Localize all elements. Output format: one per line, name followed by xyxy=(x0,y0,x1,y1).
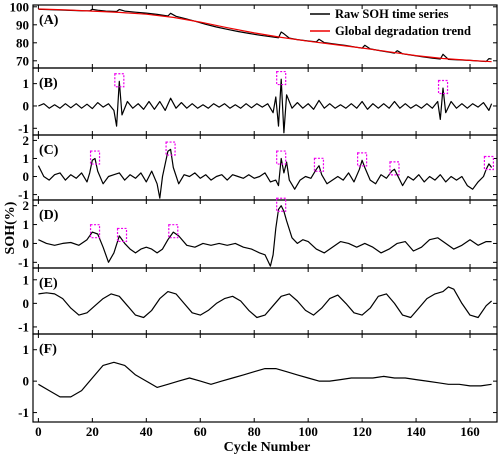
panel-e: -1 0 1 (E) xyxy=(18,267,498,335)
x-axis-label: Cycle Number xyxy=(224,440,311,455)
y-tick-label: 2 xyxy=(23,198,30,213)
panel-label: (A) xyxy=(39,13,59,28)
highlight-box xyxy=(165,141,176,156)
panel-frame xyxy=(32,67,498,136)
y-tick-label: -1 xyxy=(18,319,29,334)
panel-frame xyxy=(32,199,498,269)
y-tick-label: -1 xyxy=(18,405,29,420)
y-tick-label: 1 xyxy=(23,342,30,357)
series-global-degradation-trend xyxy=(38,8,492,63)
y-tick-label: -1 xyxy=(18,187,29,202)
panel-frame xyxy=(32,267,498,335)
y-axis-label: SOH(%) xyxy=(3,201,18,254)
highlight-box xyxy=(483,155,495,171)
panel-d: -1 0 1 2 (D) xyxy=(18,197,498,270)
x-tick-label: 120 xyxy=(352,424,372,439)
panel-a: 70 80 90 100 (A) Raw SOH time series Global de… xyxy=(10,0,498,69)
y-tick-label: 0 xyxy=(23,296,30,311)
highlight-box xyxy=(89,150,101,165)
legend-entry: Global degradation trend xyxy=(335,24,471,38)
highlight-box xyxy=(89,224,101,239)
series-line xyxy=(38,78,493,134)
highlight-box xyxy=(276,70,287,86)
y-tick-label: 1 xyxy=(23,217,30,232)
highlight-box xyxy=(114,73,125,88)
panel-label: (C) xyxy=(39,143,59,158)
y-tick-label: 0 xyxy=(23,374,30,389)
highlight-box xyxy=(168,224,179,239)
x-tick-label: 60 xyxy=(194,424,207,439)
series-line xyxy=(38,205,492,267)
y-tick-label: -1 xyxy=(18,255,29,270)
highlight-box xyxy=(276,197,287,212)
series-line xyxy=(38,361,492,398)
series-line xyxy=(38,286,492,319)
y-tick-label: 90 xyxy=(16,17,29,32)
highlight-box xyxy=(313,157,325,172)
y-tick-label: -1 xyxy=(18,121,29,136)
highlight-box xyxy=(116,227,128,243)
x-tick-label: 140 xyxy=(406,424,426,439)
panel-b: -1 0 1 (B) xyxy=(18,67,498,136)
panel-c: -1 0 1 2 (C) xyxy=(18,133,498,202)
x-tick-label: 20 xyxy=(86,424,99,439)
x-tick-label: 160 xyxy=(460,424,480,439)
panel-label: (D) xyxy=(39,208,59,223)
y-tick-label: 2 xyxy=(23,133,30,148)
y-tick-label: 1 xyxy=(23,76,30,91)
y-tick-label: 0 xyxy=(23,236,30,251)
panel-label: (F) xyxy=(39,342,57,357)
panel-frame xyxy=(32,134,498,201)
y-tick-label: 0 xyxy=(23,169,30,184)
legend-entry: Raw SOH time series xyxy=(335,7,449,21)
highlight-box xyxy=(357,152,368,167)
highlight-box xyxy=(389,161,400,176)
series-line xyxy=(37,148,493,199)
x-tick-label: 80 xyxy=(248,424,261,439)
panel-label: (B) xyxy=(39,76,58,91)
x-tick-label: 40 xyxy=(140,424,153,439)
x-tick-label: 0 xyxy=(35,424,42,439)
panel-frame xyxy=(32,333,498,423)
panel-label: (E) xyxy=(39,276,58,291)
y-tick-label: 1 xyxy=(23,151,30,166)
y-tick-label: 100 xyxy=(10,0,30,14)
y-tick-label: 80 xyxy=(16,35,29,50)
y-tick-label: 70 xyxy=(16,53,29,68)
y-tick-label: 0 xyxy=(23,98,30,113)
x-tick-label: 100 xyxy=(298,424,318,439)
highlight-box xyxy=(437,79,449,95)
panel-f: -1 0 1 (F) xyxy=(18,333,498,423)
highlight-box xyxy=(276,150,287,165)
y-tick-label: 1 xyxy=(23,272,30,287)
